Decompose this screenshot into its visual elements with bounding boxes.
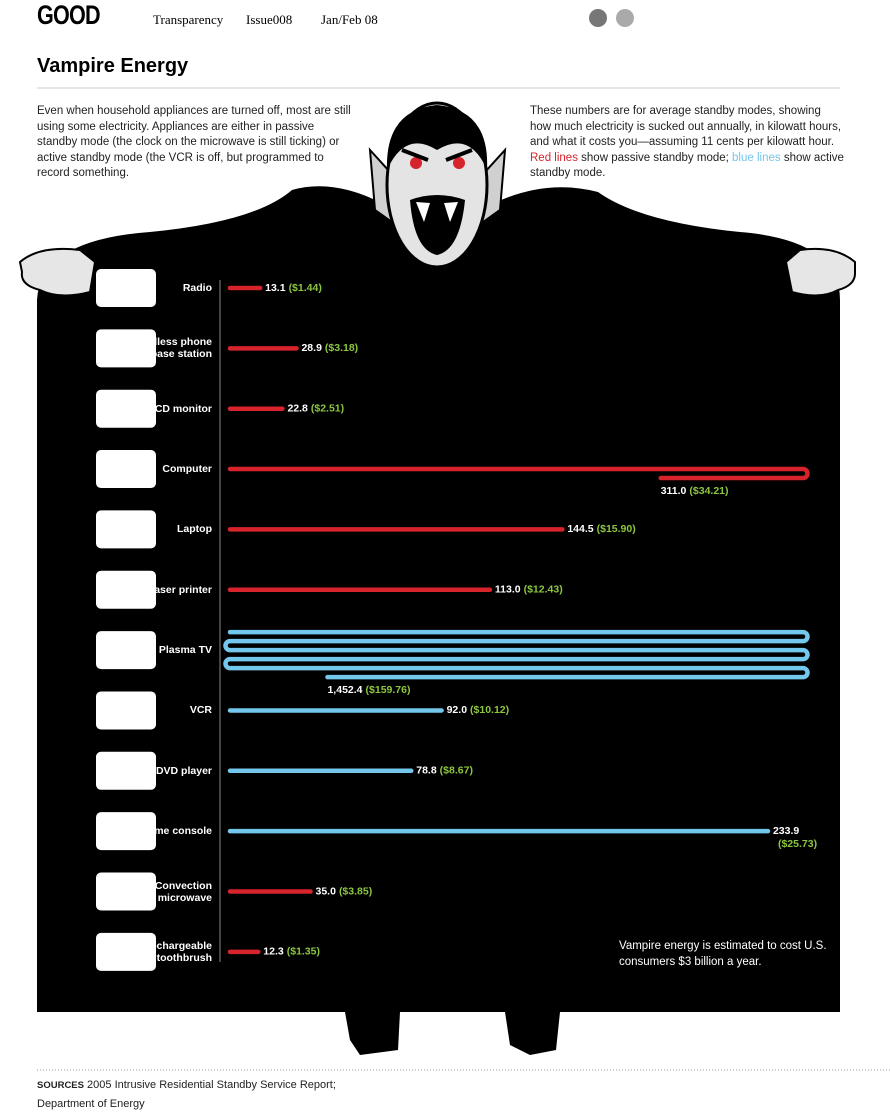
- category-label: Game console: [140, 825, 212, 838]
- right-eye: [453, 157, 465, 169]
- category-label: LCD monitor: [148, 402, 212, 415]
- value-label: 113.0: [495, 584, 521, 596]
- fangs: [416, 202, 458, 222]
- cost-label: ($10.12): [470, 704, 509, 716]
- appliance-icon: [94, 689, 158, 732]
- value-label: 233.9: [773, 825, 799, 837]
- blue-key: blue lines: [732, 151, 781, 164]
- sources-label: SOURCES: [37, 1080, 84, 1091]
- text: These numbers are for average standby mo…: [530, 105, 842, 148]
- sources: SOURCES 2005 Intrusive Residential Stand…: [37, 1076, 357, 1113]
- nav-item[interactable]: Jan/Feb 08: [321, 12, 378, 27]
- cost-label: ($8.67): [440, 765, 473, 777]
- appliance-icon: [94, 327, 158, 370]
- face: [385, 101, 489, 269]
- value-label: 28.9: [301, 342, 322, 354]
- cost-label: ($3.18): [325, 342, 358, 354]
- appliance-icon: [94, 387, 158, 430]
- category-label: Convection microwave: [154, 879, 212, 904]
- category-label: Plasma TV: [158, 644, 212, 657]
- intro: Even when household appliances are turne…: [37, 105, 351, 179]
- hair: [386, 105, 488, 170]
- appliance-icon: [94, 930, 158, 973]
- category-label: Radio: [182, 282, 212, 294]
- appliance-icon: [94, 448, 158, 491]
- nav-item[interactable]: Transparency: [153, 12, 224, 27]
- note: Vampire energy is estimated to cost U.S.…: [619, 940, 827, 968]
- page-title: Vampire Energy: [37, 55, 189, 77]
- appliance-icon: [94, 568, 158, 611]
- value-label: 311.0: [661, 485, 687, 497]
- sources-text: 2005 Intrusive Residential Standby Servi…: [37, 1079, 336, 1110]
- bar: [223, 629, 810, 680]
- appliance-icon: [94, 508, 158, 551]
- appliance-icon: [94, 870, 158, 913]
- cost-label: ($15.90): [597, 523, 636, 535]
- value-label: 22.8: [287, 402, 308, 414]
- value-label: 1,452.4: [327, 684, 362, 696]
- appliance-icon: [94, 749, 158, 792]
- bar: [227, 466, 810, 481]
- logo[interactable]: GOOD: [37, 0, 101, 30]
- category-label: DVD player: [155, 764, 212, 777]
- left-hand: [18, 247, 97, 297]
- value-label: 12.3: [263, 946, 284, 958]
- text: show passive standby mode;: [581, 151, 729, 164]
- left-eye: [410, 157, 422, 169]
- share-icon[interactable]: [589, 9, 607, 27]
- appliance-icon: [94, 810, 158, 853]
- category-label: Cordless phone base station: [132, 336, 212, 361]
- right-hand: [784, 247, 857, 297]
- red-key: Red lines: [530, 151, 578, 164]
- cost-label: ($1.44): [289, 282, 322, 294]
- cape: [37, 186, 840, 1013]
- appliance-icon: [94, 267, 158, 309]
- appliance-icon: [94, 629, 158, 672]
- nav-item[interactable]: Issue008: [246, 12, 293, 27]
- cost-label: ($34.21): [689, 485, 728, 497]
- cost-label: ($12.43): [524, 584, 563, 596]
- category-label: Laptop: [177, 523, 212, 536]
- cost-label: ($159.76): [366, 684, 411, 696]
- category-label: Computer: [162, 463, 212, 476]
- value-label: 92.0: [447, 704, 468, 716]
- value-label: 35.0: [316, 885, 337, 897]
- cost-label: ($3.85): [339, 885, 372, 897]
- cost-label: ($25.73): [778, 838, 817, 850]
- value-label: 13.1: [265, 282, 286, 294]
- category-label: Rechargeable toothbrush: [143, 939, 212, 964]
- text: show active standby mode.: [530, 151, 844, 180]
- print-icon[interactable]: [616, 9, 634, 27]
- explainer: These numbers are for average standby mo…: [530, 104, 845, 182]
- category-label: Laser printer: [147, 583, 212, 596]
- value-label: 144.5: [567, 523, 593, 535]
- category-label: VCR: [189, 704, 212, 717]
- legs: [345, 1012, 560, 1055]
- cost-label: ($1.35): [287, 946, 320, 958]
- value-label: 78.8: [416, 765, 437, 777]
- cost-label: ($2.51): [311, 402, 344, 414]
- brows: [401, 148, 473, 162]
